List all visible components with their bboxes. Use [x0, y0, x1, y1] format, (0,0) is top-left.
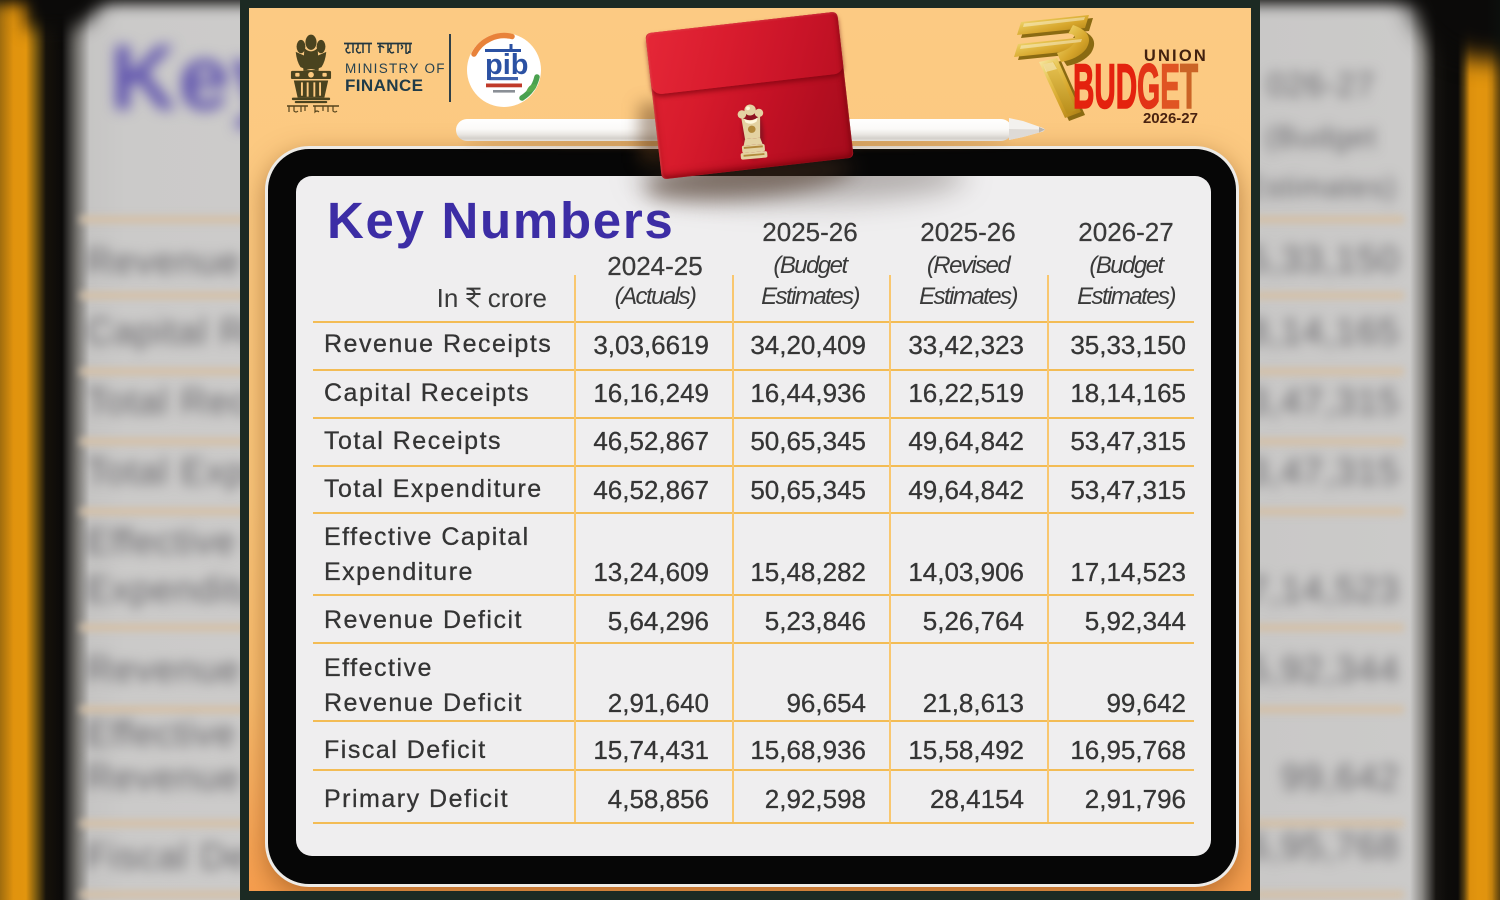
svg-text:pib: pib	[485, 49, 529, 81]
